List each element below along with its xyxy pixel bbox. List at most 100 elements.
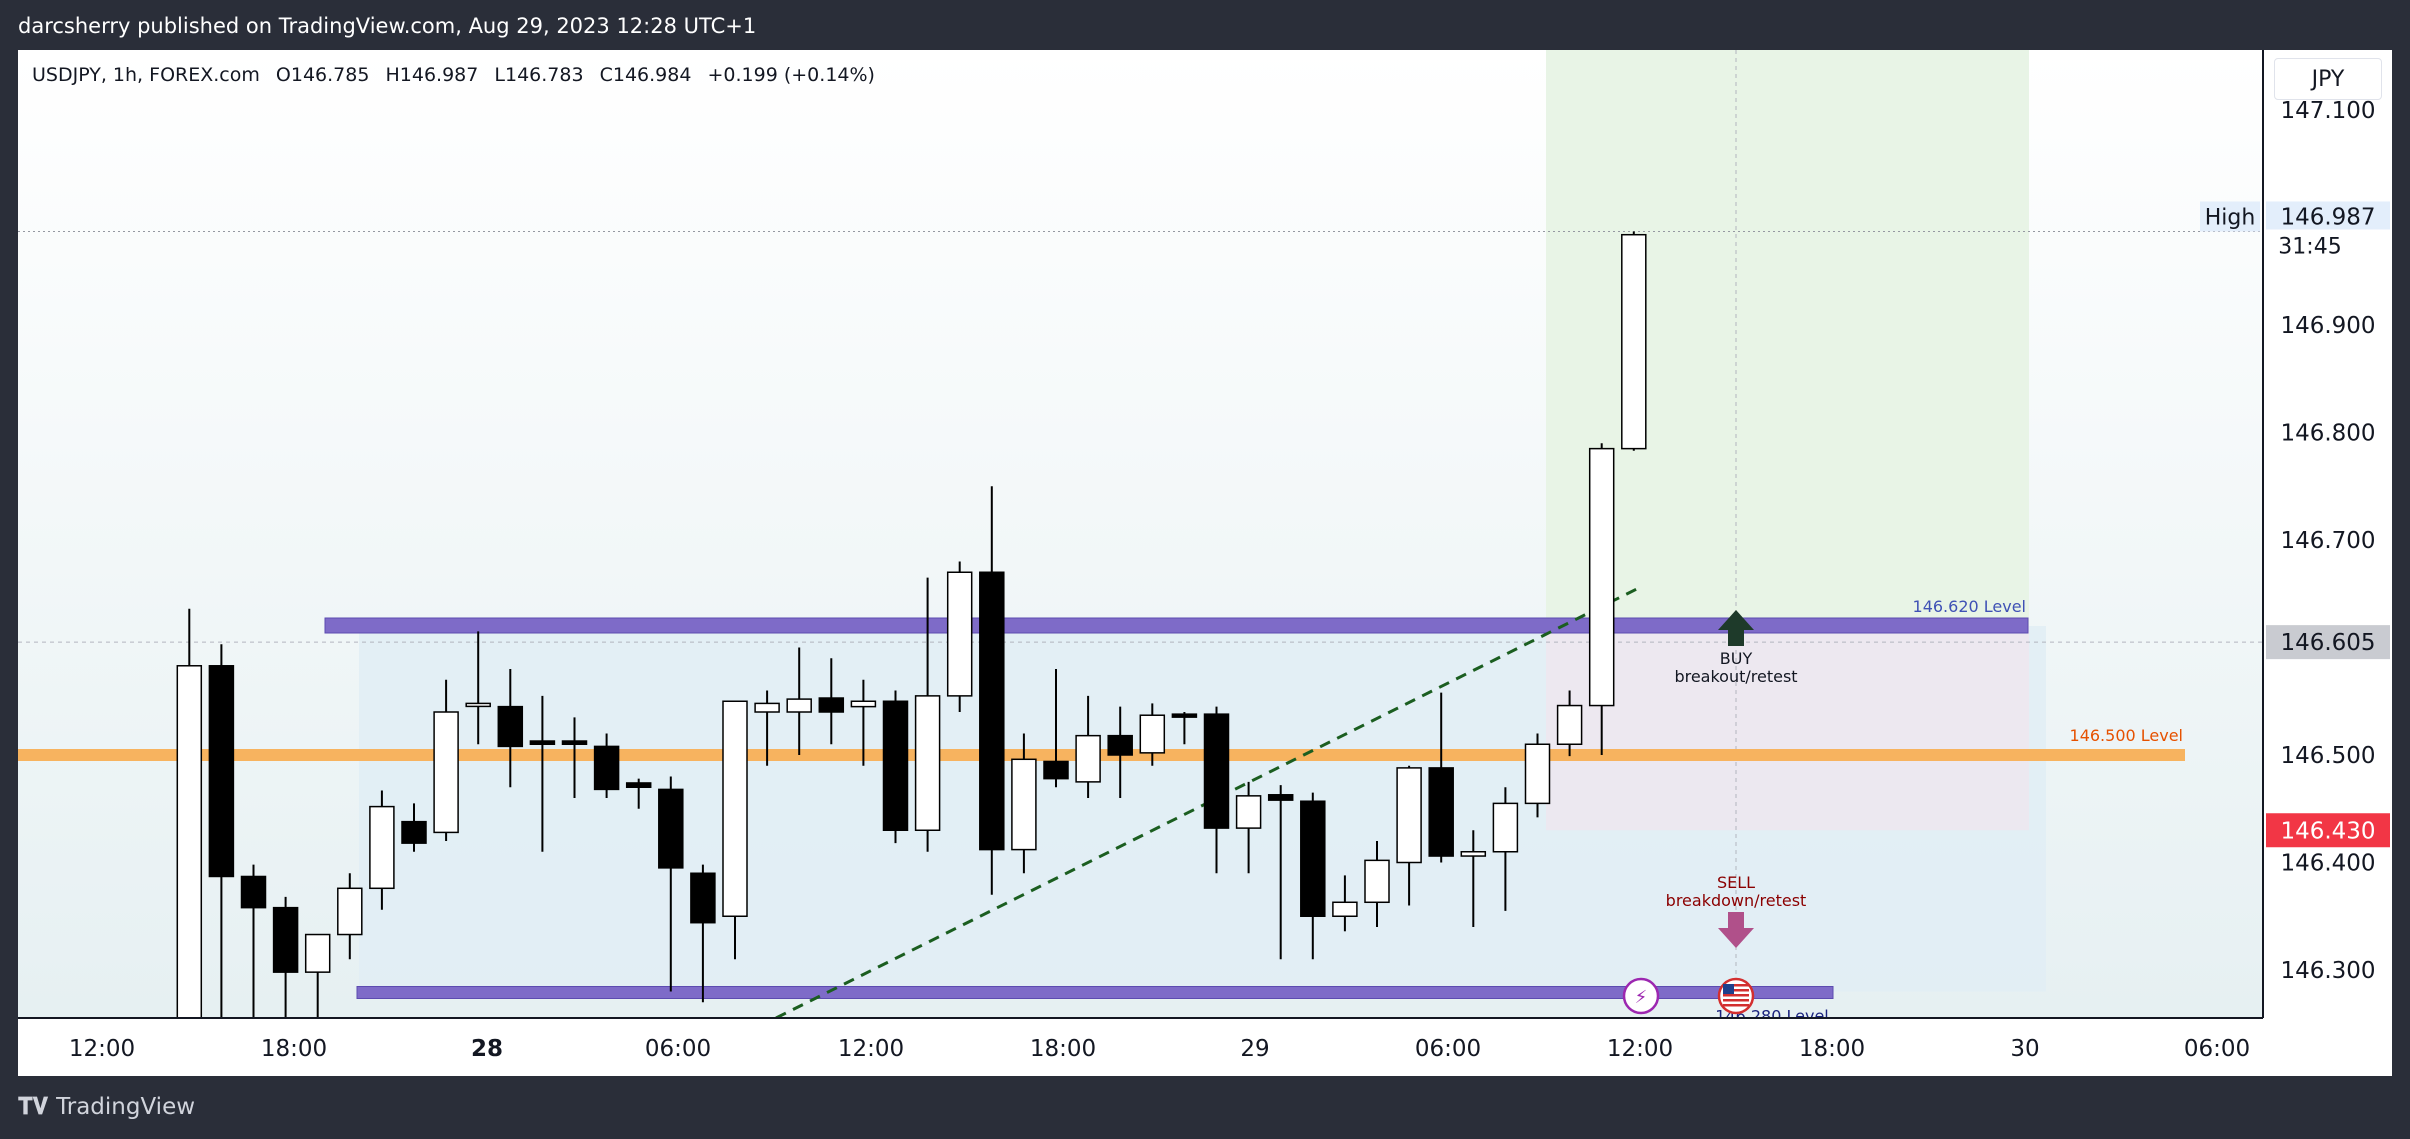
candle[interactable] (818, 658, 845, 745)
high-tag (2200, 201, 2260, 232)
candle[interactable] (979, 486, 1005, 895)
candle[interactable] (208, 644, 235, 1018)
chart-container[interactable]: 146.620 Level 146.500 Level 146.280 Level … (18, 50, 2392, 1076)
candle[interactable] (529, 695, 556, 852)
bullish-candle-body (786, 698, 812, 713)
candle[interactable] (1460, 830, 1487, 927)
candle[interactable] (882, 690, 909, 844)
candle[interactable] (1524, 733, 1551, 818)
level-146500-band[interactable] (18, 749, 2185, 761)
x-tick-label: 06:00 (1415, 1036, 1481, 1062)
symbol-legend: USDJPY, 1h, FOREX.com O146.785 H146.987 … (32, 64, 885, 86)
candle[interactable] (1139, 703, 1166, 766)
candle[interactable] (754, 690, 780, 766)
candle[interactable] (850, 679, 877, 766)
candle[interactable] (1011, 733, 1037, 874)
x-tick-label: 28 (471, 1036, 503, 1062)
level-146500-label: 146.500 Level (2070, 726, 2183, 745)
candle[interactable] (1492, 787, 1519, 911)
bullish-candle-body (1075, 734, 1101, 783)
bullish-candle-body (1011, 758, 1037, 851)
candle[interactable] (1171, 712, 1198, 745)
open-value: O146.785 (275, 64, 370, 86)
bearish-candle-body (1428, 767, 1454, 857)
candle[interactable] (625, 778, 652, 809)
bullish-candle-body (1235, 795, 1262, 829)
bearish-candle-body (1203, 713, 1230, 829)
candle[interactable] (1588, 443, 1615, 755)
long-position-stop-zone[interactable] (1546, 626, 2029, 831)
bullish-candle-body (850, 700, 877, 708)
level-146280-band[interactable] (356, 986, 1834, 999)
candle[interactable] (1556, 690, 1583, 757)
candle[interactable] (1396, 765, 1422, 906)
candle[interactable] (658, 776, 684, 992)
candle[interactable] (561, 717, 588, 798)
candle[interactable] (1267, 785, 1294, 960)
candle[interactable] (369, 790, 395, 910)
candle[interactable] (722, 700, 748, 960)
candle[interactable] (1332, 875, 1358, 932)
candle[interactable] (1300, 792, 1326, 960)
candle[interactable] (1428, 692, 1454, 863)
buy-label: BUY (1720, 649, 1753, 668)
us-flag-stripe (1723, 984, 1749, 987)
candle[interactable] (401, 803, 427, 852)
bullish-candle-body (1588, 447, 1615, 707)
bullish-candle-body (1396, 767, 1422, 864)
candle[interactable] (176, 608, 203, 1076)
candle[interactable] (465, 631, 491, 745)
candle[interactable] (272, 896, 299, 1018)
x-tick-label: 29 (1240, 1036, 1269, 1062)
currency-button[interactable]: JPY (2274, 58, 2382, 100)
us-flag-stripe (1723, 999, 1749, 1002)
bullish-candle-body (946, 571, 973, 697)
y-tick-label: 146.500 (2280, 743, 2375, 769)
candle[interactable] (304, 933, 331, 1018)
low-value: L146.783 (494, 64, 584, 86)
candle[interactable] (946, 561, 973, 713)
bullish-candle-body (1139, 714, 1166, 754)
level-146620-band[interactable] (324, 617, 2029, 634)
us-flag-stripe (1723, 989, 1749, 992)
x-tick-label: 30 (2010, 1036, 2039, 1062)
long-position-profit-zone[interactable] (1546, 50, 2029, 626)
tradingview-brand[interactable]: 𝐓𝐕 TradingView (18, 1094, 195, 1120)
crosshair-price-value: 146.605 (2280, 630, 2375, 656)
x-tick-label: 12:00 (69, 1036, 135, 1062)
candle[interactable] (497, 669, 524, 788)
candle[interactable] (593, 733, 620, 799)
crosshair-price-tag (2266, 625, 2390, 660)
y-tick-label: 146.300 (2280, 958, 2375, 984)
candle[interactable] (240, 864, 267, 1018)
candle[interactable] (1043, 669, 1069, 788)
y-tick-label: 146.800 (2280, 421, 2375, 447)
bullish-candle-body (754, 702, 780, 713)
candle[interactable] (1364, 841, 1390, 927)
us-flag-icon[interactable] (1717, 977, 1755, 1015)
candle[interactable] (1075, 695, 1101, 798)
candle[interactable] (1203, 706, 1230, 874)
x-tick-label: 12:00 (1607, 1036, 1673, 1062)
bullish-candle-body (1621, 233, 1647, 450)
candle[interactable] (914, 577, 941, 852)
candle[interactable] (1235, 781, 1262, 874)
sell-arrow-icon (1718, 912, 1754, 948)
x-axis-background (18, 1019, 2392, 1076)
bearish-candle-body (1267, 794, 1294, 801)
bearish-candle-body (497, 705, 524, 748)
buy-arrow-icon (1718, 610, 1754, 646)
bullish-candle-body (1364, 859, 1390, 904)
lightning-icon[interactable] (1622, 977, 1660, 1015)
candle[interactable] (433, 679, 459, 841)
candle[interactable] (1107, 706, 1133, 798)
bullish-candle-body (1492, 802, 1519, 853)
candle[interactable] (786, 647, 812, 756)
symbol-name[interactable]: USDJPY, 1h, FOREX.com (32, 64, 260, 86)
candle[interactable] (1621, 231, 1647, 451)
candle[interactable] (690, 864, 716, 1003)
candle[interactable] (337, 873, 363, 960)
bearish-candle-body (593, 745, 620, 791)
last-price-value: 146.430 (2280, 818, 2375, 844)
